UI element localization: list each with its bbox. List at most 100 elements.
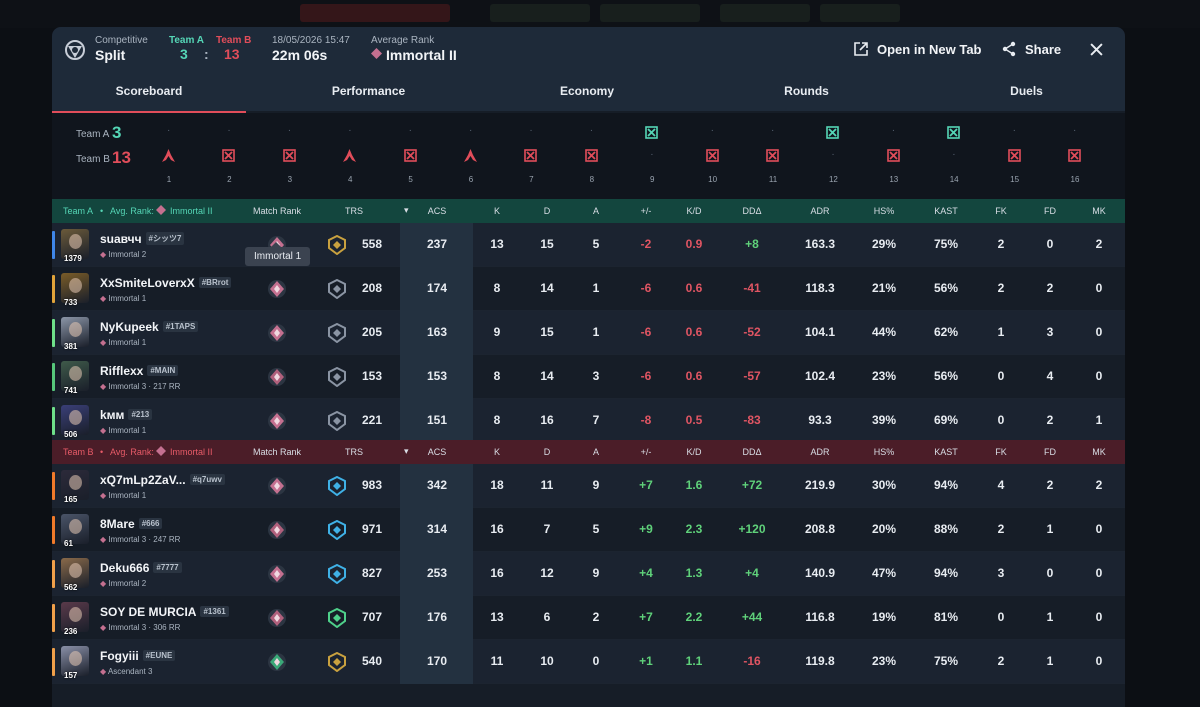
- match-rank-icon[interactable]: [267, 323, 287, 343]
- column-header-kast: KAST: [934, 447, 958, 457]
- player-rank-wrap: ◆ Immortal 3 · 247 RR: [100, 535, 180, 544]
- player-rank: Ascendant 3: [107, 667, 153, 676]
- cell-deaths: 6: [543, 610, 551, 624]
- round-number: 3: [287, 175, 293, 184]
- player-row[interactable]: 381 NyKupeek #1TAPS ◆ Immortal 1 205 163 9 15 1 -…: [52, 311, 1125, 355]
- sort-desc-icon: ▾: [404, 446, 409, 456]
- column-header-kast: KAST: [934, 206, 958, 216]
- share-button[interactable]: Share: [1001, 41, 1061, 57]
- cell-dd-delta: +8: [745, 237, 759, 251]
- player-row[interactable]: 157 Fogyiii #EUNE ◆ Ascendant 3 540 170 11 10 0 +…: [52, 640, 1125, 684]
- cell-first-kills: 0: [997, 369, 1005, 383]
- cell-deaths: 15: [540, 237, 554, 251]
- player-name-wrap[interactable]: Rifflexx #MAIN: [100, 364, 179, 378]
- tab-performance[interactable]: Performance: [331, 84, 406, 98]
- match-rank-icon[interactable]: [267, 652, 287, 672]
- cell-adr: 219.9: [804, 478, 836, 492]
- round-dot: ·: [589, 125, 594, 136]
- cell-kills: 13: [490, 610, 504, 624]
- player-rank-wrap: ◆ Immortal 1: [100, 426, 146, 435]
- acs-highlight: [400, 508, 473, 552]
- player-row[interactable]: 506 kмм #213 ◆ Immortal 1 221 151 8 16 7 -8 0.5 -83…: [52, 399, 1125, 443]
- round-number: 10: [708, 175, 718, 184]
- player-row[interactable]: 236 SOY DE MURCIA #1361 ◆ Immortal 3 · 306 …: [52, 596, 1125, 640]
- player-row[interactable]: 741 Rifflexx #MAIN ◆ Immortal 3 · 217 RR 153…: [52, 355, 1125, 399]
- player-name-wrap[interactable]: xQ7mLp2ZaV... #q7uwv: [100, 473, 225, 487]
- cell-dd-delta: -16: [743, 654, 761, 668]
- elimination-icon: [282, 149, 296, 162]
- team-a-label: Team A: [169, 35, 205, 46]
- column-header-acs[interactable]: ACS: [427, 206, 447, 216]
- player-level: 61: [64, 539, 73, 548]
- player-row[interactable]: 61 8Mare #666 ◆ Immortal 3 · 247 RR 971 314 16…: [52, 508, 1125, 552]
- column-header-acs[interactable]: ACS: [427, 447, 447, 457]
- cell-acs: 151: [426, 413, 448, 427]
- agent-avatar: [61, 405, 89, 435]
- cell-kills: 18: [490, 478, 504, 492]
- cell-adr: 118.3: [805, 281, 835, 295]
- player-name-wrap[interactable]: kмм #213: [100, 408, 153, 422]
- tab-rounds[interactable]: Rounds: [784, 84, 829, 98]
- avatar-face: [69, 322, 82, 337]
- round-number: 5: [408, 175, 413, 184]
- agent-avatar: [61, 558, 89, 588]
- cell-deaths: 16: [540, 413, 554, 427]
- team-b-avg-rank: Immortal II: [170, 447, 213, 457]
- background-blob: [720, 4, 810, 22]
- acs-highlight: [400, 355, 473, 399]
- match-rank-icon[interactable]: [267, 411, 287, 431]
- cell-deaths: 11: [540, 478, 554, 492]
- column-header-hs-percent: HS%: [873, 447, 895, 457]
- tab-scoreboard[interactable]: Scoreboard: [52, 77, 246, 113]
- team-a-avg-rank: Immortal II: [170, 206, 213, 216]
- player-rank: Immortal 1: [108, 491, 147, 500]
- cell-kd: 0.9: [685, 237, 703, 251]
- tab-duels[interactable]: Duels: [1010, 84, 1043, 98]
- player-row[interactable]: 1379 suaвчч #シッツ7 ◆ Immortal 2 558 237 13 15 5 -2…: [52, 223, 1125, 267]
- close-icon[interactable]: [1090, 43, 1103, 56]
- background-blob: [300, 4, 450, 22]
- agent-avatar: [61, 317, 89, 347]
- player-row[interactable]: 733 XxSmiteLoverxX #BRrot ◆ Immortal 1 208 17…: [52, 267, 1125, 311]
- player-row[interactable]: 165 xQ7mLp2ZaV... #q7uwv ◆ Immortal 1 983 342…: [52, 464, 1125, 508]
- match-rank-icon[interactable]: [267, 476, 287, 496]
- cell-hs-percent: 44%: [871, 325, 897, 339]
- cell-hs-percent: 19%: [871, 610, 897, 624]
- player-name-wrap[interactable]: suaвчч #シッツ7: [100, 232, 185, 246]
- cell-kast: 75%: [933, 654, 959, 668]
- tab-economy[interactable]: Economy: [559, 84, 614, 98]
- avatar-face: [69, 278, 82, 293]
- round-number: 14: [949, 175, 959, 184]
- player-name-wrap[interactable]: XxSmiteLoverxX #BRrot: [100, 276, 232, 290]
- cell-assists: 2: [592, 610, 600, 624]
- background-strip: [0, 0, 1200, 28]
- player-color-bar: [52, 407, 55, 435]
- player-name-wrap[interactable]: 8Mare #666: [100, 517, 163, 531]
- cell-assists: 7: [592, 413, 600, 427]
- player-color-bar: [52, 319, 55, 347]
- player-row[interactable]: 562 Deku666 #7777 ◆ Immortal 2 827 253 16 12 9 +4…: [52, 552, 1125, 596]
- cell-first-kills: 1: [997, 325, 1005, 339]
- cell-dd-delta: -41: [743, 281, 761, 295]
- cell-adr: 140.9: [804, 566, 836, 580]
- player-name-wrap[interactable]: Fogyiii #EUNE: [100, 649, 176, 663]
- player-name-wrap[interactable]: SOY DE MURCIA #1361: [100, 605, 229, 619]
- cell-acs: 176: [426, 610, 448, 624]
- player-name-wrap[interactable]: Deku666 #7777: [100, 561, 182, 575]
- cell-first-kills: 4: [997, 478, 1005, 492]
- cell-kd: 1.3: [685, 566, 703, 580]
- round-number: 1: [166, 175, 172, 184]
- match-rank-icon[interactable]: [267, 367, 287, 387]
- cell-trs: 540: [361, 654, 383, 668]
- player-name-wrap[interactable]: NyKupeek #1TAPS: [100, 320, 199, 334]
- open-new-tab-label: Open in New Tab: [877, 41, 982, 57]
- match-rank-icon[interactable]: [267, 608, 287, 628]
- player-tag: #BRrot: [198, 277, 232, 288]
- cell-kills: 8: [493, 369, 501, 383]
- avatar-face: [69, 475, 82, 490]
- match-rank-icon[interactable]: [267, 564, 287, 584]
- rank-icon: [156, 205, 166, 215]
- open-new-tab-button[interactable]: Open in New Tab: [853, 41, 982, 57]
- match-rank-icon[interactable]: [267, 520, 287, 540]
- match-rank-icon[interactable]: [267, 279, 287, 299]
